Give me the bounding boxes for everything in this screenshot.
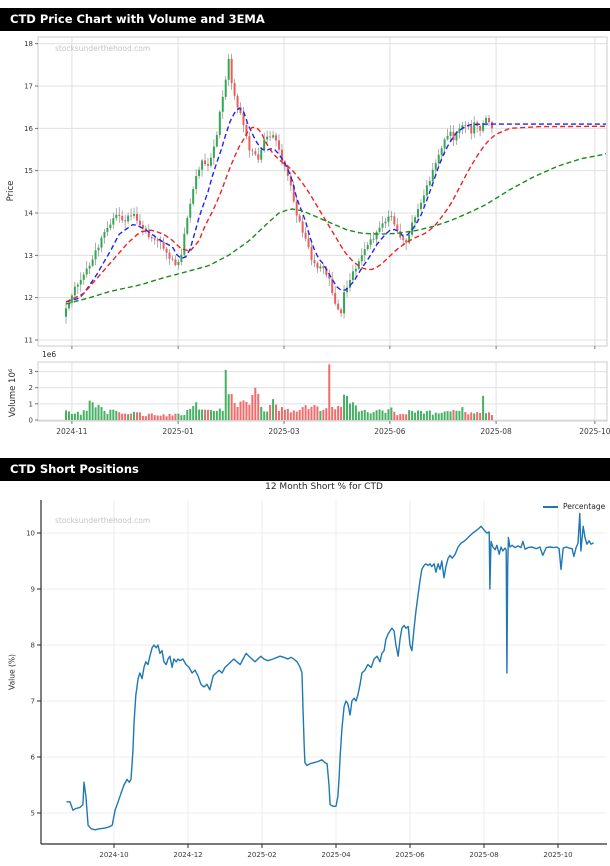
svg-text:12: 12 (24, 294, 33, 302)
short-chart-title: 12 Month Short % for CTD (265, 482, 383, 492)
svg-text:13: 13 (24, 252, 33, 260)
legend: Percentage (543, 502, 605, 511)
svg-text:11: 11 (24, 337, 33, 345)
svg-text:17: 17 (24, 83, 33, 91)
legend-line-sample (543, 505, 558, 508)
svg-text:3: 3 (29, 368, 33, 376)
short-positions-header: CTD Short Positions (0, 458, 610, 481)
volume-scale-note: 1e6 (42, 350, 57, 359)
svg-text:2025-04: 2025-04 (321, 851, 351, 859)
svg-text:14: 14 (24, 210, 33, 218)
svg-text:2024-12: 2024-12 (173, 851, 202, 859)
svg-text:10: 10 (26, 530, 35, 538)
svg-text:2025-02: 2025-02 (247, 851, 276, 859)
svg-text:0: 0 (29, 417, 33, 425)
svg-text:2025-08: 2025-08 (480, 427, 512, 436)
svg-text:2024-10: 2024-10 (99, 851, 128, 859)
svg-text:2: 2 (29, 384, 33, 392)
svg-text:8: 8 (31, 642, 35, 650)
svg-text:2025-06: 2025-06 (374, 427, 406, 436)
svg-text:2025-10: 2025-10 (543, 851, 572, 859)
svg-text:15: 15 (24, 167, 33, 175)
volume-axis-label: Volume 10⁶ (8, 368, 18, 418)
price-chart-header: CTD Price Chart with Volume and 3EMA (0, 8, 610, 31)
svg-text:2024-11: 2024-11 (56, 427, 88, 436)
value-axis-label: Value (%) (7, 654, 17, 690)
svg-text:6: 6 (31, 754, 36, 762)
price-axis-label: Price (6, 180, 16, 202)
svg-text:2025-08: 2025-08 (469, 851, 498, 859)
svg-text:2025-06: 2025-06 (395, 851, 425, 859)
svg-text:16: 16 (24, 125, 33, 133)
legend-label: Percentage (563, 502, 606, 511)
svg-text:2025-01: 2025-01 (162, 427, 194, 436)
watermark-short-chart: stocksunderthehood.com (55, 516, 151, 525)
svg-text:9: 9 (31, 586, 35, 594)
svg-text:2025-10: 2025-10 (579, 427, 610, 436)
svg-text:5: 5 (31, 810, 35, 818)
svg-text:1: 1 (29, 400, 33, 408)
watermark-price-chart: stocksunderthehood.com (55, 44, 151, 53)
svg-text:2025-03: 2025-03 (268, 427, 300, 436)
svg-text:7: 7 (31, 698, 35, 706)
svg-text:18: 18 (24, 40, 33, 48)
